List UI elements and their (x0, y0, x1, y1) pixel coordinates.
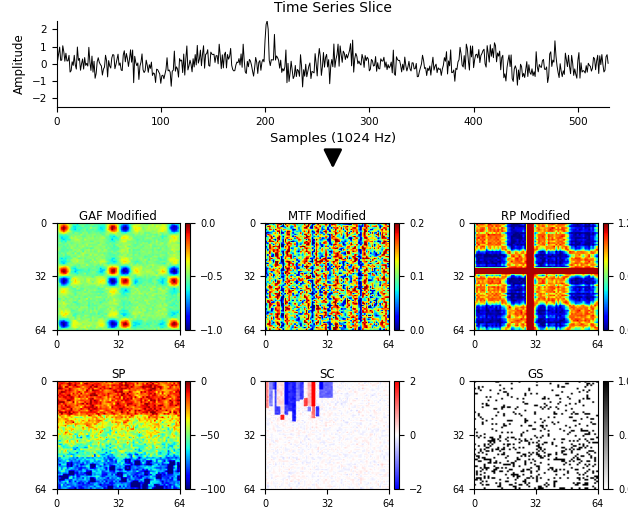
Title: Time Series Slice: Time Series Slice (274, 2, 392, 16)
Title: GAF Modified: GAF Modified (79, 210, 157, 223)
Title: RP Modified: RP Modified (501, 210, 571, 223)
X-axis label: Samples (1024 Hz): Samples (1024 Hz) (270, 132, 396, 145)
Y-axis label: Amplitude: Amplitude (13, 33, 26, 94)
Title: SC: SC (319, 368, 335, 381)
Title: MTF Modified: MTF Modified (288, 210, 366, 223)
Title: GS: GS (528, 368, 544, 381)
Title: SP: SP (111, 368, 126, 381)
